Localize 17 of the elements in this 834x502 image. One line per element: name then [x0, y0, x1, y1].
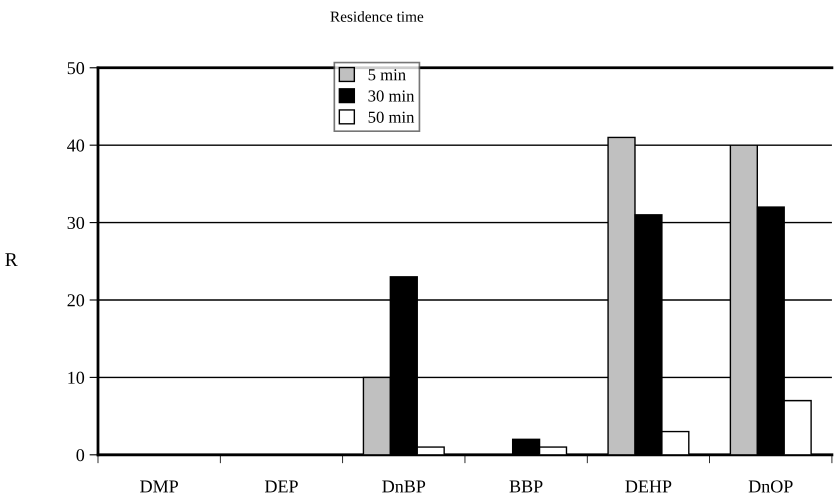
y-tick-label: 50 — [68, 62, 84, 74]
x-tick-label: BBP — [510, 480, 542, 492]
legend-label: 50 min — [368, 112, 414, 123]
y-tick-label: 30 — [68, 216, 84, 230]
x-tick-label: DMP — [140, 480, 178, 492]
y-tick-label: 20 — [68, 294, 84, 306]
y-tick-label: 40 — [67, 139, 84, 152]
x-tick-label: DEHP — [625, 480, 672, 492]
y-tick-label: 0 — [76, 449, 84, 462]
x-tick-label: DnOP — [748, 480, 793, 493]
x-tick-label: DEP — [264, 480, 298, 492]
legend-label: 5 min — [368, 69, 406, 80]
legend-label: 30 min — [368, 90, 414, 102]
y-tick-label: 10 — [68, 372, 84, 384]
y-axis-title: R — [5, 253, 18, 266]
x-tick-label: DnBP — [382, 480, 426, 492]
legend-title: Residence time — [330, 11, 424, 22]
